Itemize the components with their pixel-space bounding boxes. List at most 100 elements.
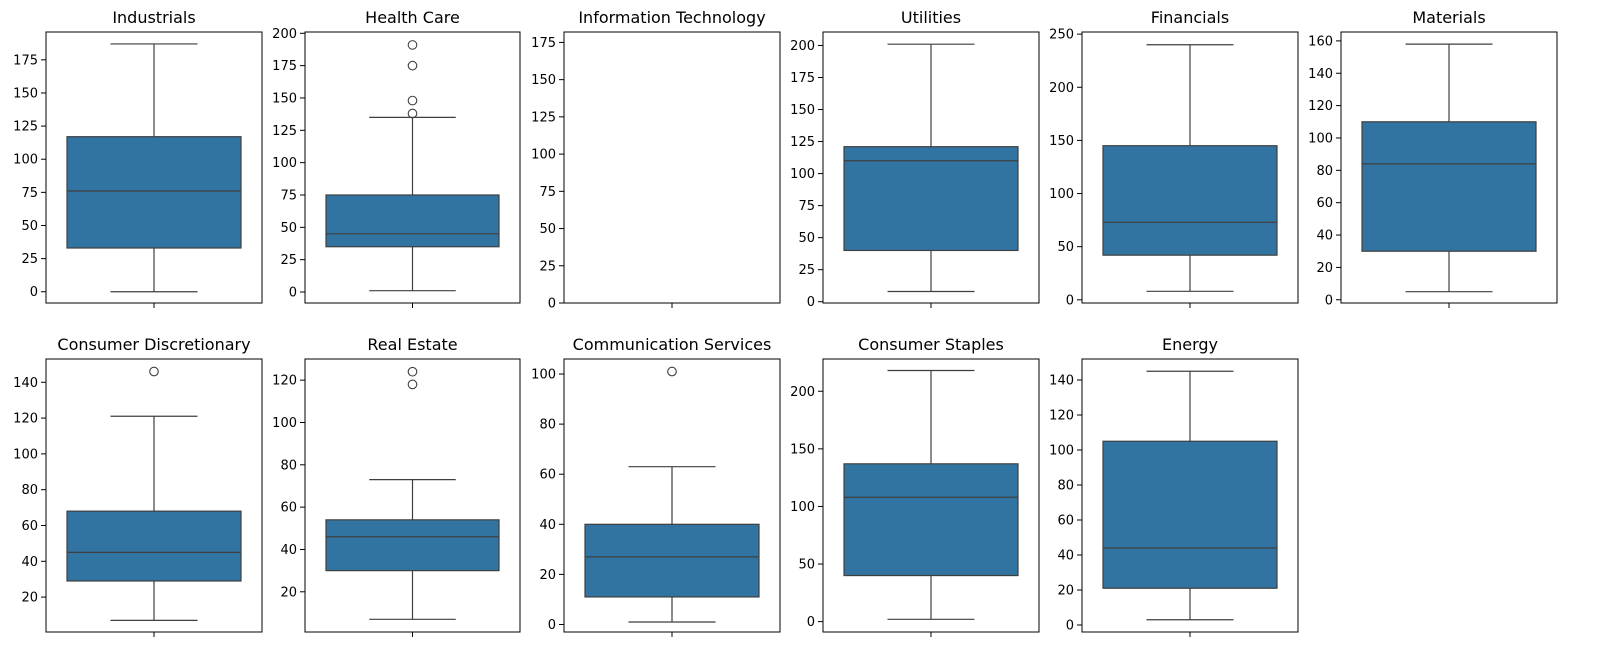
y-tick-label: 60 (539, 468, 556, 483)
y-tick-label: 50 (539, 222, 556, 237)
y-tick-label: 0 (548, 618, 556, 633)
plot-frame (563, 31, 781, 304)
y-tick-label: 175 (13, 53, 38, 68)
panel-title: Financials (1151, 8, 1229, 27)
outlier-point (407, 379, 418, 390)
outlier-point (407, 95, 418, 106)
y-tick-label: 100 (531, 368, 556, 383)
y-tick-label: 80 (1057, 479, 1074, 494)
y-tick-label: 40 (21, 555, 38, 570)
panel-10: Consumer Staples 0 50 100 150 200 (790, 335, 1040, 637)
y-tick-label: 100 (1308, 131, 1333, 146)
outlier-point (149, 366, 159, 377)
panel-title: Utilities (901, 8, 961, 27)
y-tick-label: 75 (21, 186, 38, 201)
y-tick-label: 250 (1049, 28, 1074, 43)
y-tick-label: 75 (280, 188, 297, 203)
plot-frame (1340, 31, 1558, 304)
y-tick-label: 120 (272, 374, 297, 389)
y-tick-label: 75 (798, 199, 815, 214)
y-tick-label: 0 (548, 297, 556, 312)
panel-11: Energy 0 20 40 60 80 100 120 140 (1049, 335, 1299, 637)
y-tick-label: 40 (280, 543, 297, 558)
panel-9: Communication Services 0 20 40 60 80 100 (531, 335, 781, 637)
y-tick-label: 40 (539, 518, 556, 533)
y-tick-label: 200 (272, 27, 297, 42)
panel-6: Materials 0 20 40 60 80 100 120 140 160 (1308, 8, 1558, 308)
y-tick-label: 20 (1316, 261, 1333, 276)
y-tick-label: 50 (798, 558, 815, 573)
y-tick-label: 80 (280, 458, 297, 473)
plot-frame (822, 31, 1040, 304)
y-tick-label: 20 (280, 585, 297, 600)
y-tick-label: 20 (539, 568, 556, 583)
y-tick-label: 100 (790, 167, 815, 182)
y-tick-label: 0 (1066, 619, 1074, 634)
iqr-box (325, 194, 500, 248)
y-tick-label: 25 (21, 252, 38, 267)
y-tick-label: 125 (531, 110, 556, 125)
y-tick-label: 120 (1308, 99, 1333, 114)
y-tick-label: 200 (790, 39, 815, 54)
outlier-point (407, 40, 418, 50)
y-tick-label: 100 (272, 416, 297, 431)
y-tick-label: 150 (13, 86, 38, 101)
y-tick-label: 50 (1057, 240, 1074, 255)
y-tick-label: 50 (280, 221, 297, 236)
panel-title: Consumer Staples (858, 335, 1004, 354)
y-tick-label: 100 (13, 447, 38, 462)
y-tick-label: 75 (539, 185, 556, 200)
iqr-box (1102, 440, 1278, 589)
y-tick-label: 0 (289, 286, 297, 301)
y-tick-label: 60 (21, 519, 38, 534)
y-tick-label: 0 (1325, 293, 1333, 308)
y-tick-label: 100 (1049, 444, 1074, 459)
y-tick-label: 200 (1049, 81, 1074, 96)
y-tick-label: 140 (1049, 374, 1074, 389)
y-tick-label: 125 (272, 124, 297, 139)
y-tick-label: 125 (13, 120, 38, 135)
panel-title: Communication Services (573, 335, 772, 354)
panel-8: Real Estate 20 40 60 80 100 120 (272, 335, 521, 637)
y-tick-label: 25 (539, 259, 556, 274)
y-tick-label: 200 (790, 385, 815, 400)
panel-5: Financials 0 50 100 150 200 250 (1049, 8, 1299, 308)
y-tick-label: 150 (790, 442, 815, 457)
y-tick-label: 175 (531, 36, 556, 51)
iqr-box (1102, 145, 1278, 256)
y-tick-label: 20 (21, 591, 38, 606)
y-tick-label: 50 (21, 219, 38, 234)
y-tick-label: 160 (1308, 34, 1333, 49)
plot-frame (822, 358, 1040, 633)
y-tick-label: 150 (272, 91, 297, 106)
outlier-point (667, 366, 677, 377)
panel-title: Industrials (112, 8, 195, 27)
y-tick-label: 120 (13, 412, 38, 427)
panel-7: Consumer Discretionary 20 40 60 80 100 120 140 (13, 335, 263, 637)
panel-4: Utilities 0 25 50 75 100 125 150 175 200 (790, 8, 1040, 310)
y-tick-label: 0 (1066, 293, 1074, 308)
outlier-point (407, 366, 418, 377)
y-tick-label: 100 (531, 148, 556, 163)
y-tick-label: 25 (280, 253, 297, 268)
y-tick-label: 140 (13, 376, 38, 391)
y-tick-label: 150 (790, 103, 815, 118)
y-tick-label: 0 (807, 615, 815, 630)
iqr-box (66, 510, 242, 582)
y-tick-label: 100 (790, 500, 815, 515)
iqr-box (843, 146, 1019, 252)
iqr-box (1361, 121, 1537, 252)
y-tick-label: 175 (272, 59, 297, 74)
y-tick-label: 150 (1049, 134, 1074, 149)
iqr-box (66, 136, 242, 249)
iqr-box (584, 523, 760, 598)
panel-2: Health Care 0 25 50 75 100 125 150 175 200 (272, 8, 521, 308)
y-tick-label: 50 (798, 231, 815, 246)
y-tick-label: 120 (1049, 409, 1074, 424)
panel-title: Real Estate (367, 335, 457, 354)
y-tick-label: 125 (790, 135, 815, 150)
y-tick-label: 40 (1316, 229, 1333, 244)
plot-frame (304, 358, 521, 633)
plot-frame (45, 31, 263, 304)
